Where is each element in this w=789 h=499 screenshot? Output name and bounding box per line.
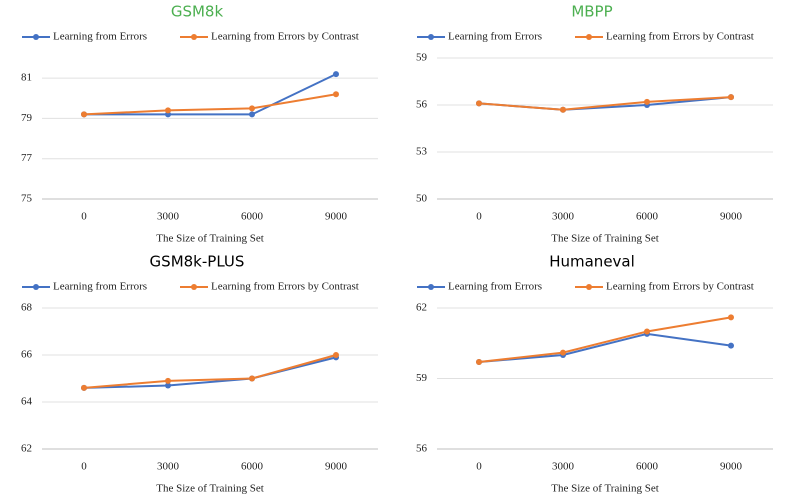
legend-marker [33,34,39,40]
point [165,107,171,114]
point [728,314,734,321]
chart-panel: GSM8k 75 77 79 81 0 3000 6000 9000 The Size of Tr… [21,3,378,245]
y-tick-label: 79 [21,112,33,124]
y-tick-label: 66 [21,349,33,361]
point [165,377,171,384]
legend-label: Learning from Errors [448,281,542,293]
point [644,328,650,335]
series-line [84,73,337,116]
legend-item: Learning from Errors [22,31,147,43]
legend-label: Learning from Errors [448,31,542,43]
y-tick-label: 50 [416,193,428,205]
legend-item: Learning from Errors by Contrast [575,281,754,293]
x-tick-label: 6000 [636,211,659,223]
x-tick-label: 0 [476,461,482,473]
y-tick-label: 56 [416,99,428,111]
chart-title: GSM8k-PLUS [150,253,245,271]
x-tick-label: 0 [81,461,87,473]
y-tick-label: 77 [21,152,33,164]
point [249,375,255,382]
y-tick-label: 81 [21,72,32,84]
x-axis-title: The Size of Training Set [551,233,659,245]
x-axis-title: The Size of Training Set [156,233,264,245]
legend-label: Learning from Errors by Contrast [211,281,359,293]
legend-marker [586,34,592,40]
legend-label: Learning from Errors [53,31,147,43]
x-tick-label: 0 [476,211,482,223]
series-line [478,96,732,111]
x-axis-title: The Size of Training Set [551,483,659,495]
legend-marker [191,34,197,40]
legend-label: Learning from Errors by Contrast [606,31,754,43]
chart-title: MBPP [571,3,612,21]
y-tick-label: 62 [416,302,427,314]
legend-item: Learning from Errors [417,31,542,43]
x-tick-label: 9000 [720,461,743,473]
chart-title: GSM8k [171,3,224,21]
legend-item: Learning from Errors [22,281,147,293]
series-line [83,356,337,389]
x-tick-label: 3000 [552,211,575,223]
x-tick-label: 3000 [157,211,180,223]
point [81,111,87,118]
point [333,71,339,78]
point [560,106,566,113]
point [81,384,87,391]
chart-panel: GSM8k-PLUS 62 64 66 68 0 3000 6000 9000 The Size … [21,253,378,495]
point [333,91,339,98]
y-tick-label: 64 [21,396,33,408]
legend-item: Learning from Errors by Contrast [180,31,359,43]
point [249,111,255,118]
point [476,100,482,107]
chart-title: Humaneval [549,253,635,271]
point [165,382,171,389]
legend-marker [428,34,434,40]
x-tick-label: 3000 [552,461,575,473]
legend-label: Learning from Errors by Contrast [606,281,754,293]
point [644,98,650,105]
legend-marker [428,284,434,290]
legend-marker [33,284,39,290]
legend-item: Learning from Errors by Contrast [180,281,359,293]
point [476,359,482,366]
series-line [478,316,732,364]
chart-panel: MBPP 50 53 56 59 0 3000 6000 9000 The Size of Tra… [416,3,773,245]
legend-label: Learning from Errors [53,281,147,293]
legend-item: Learning from Errors [417,281,542,293]
series-line [478,332,732,364]
legend-item: Learning from Errors by Contrast [575,31,754,43]
y-tick-label: 62 [21,443,32,455]
x-tick-label: 9000 [325,461,348,473]
x-axis-title: The Size of Training Set [156,483,264,495]
y-tick-label: 68 [21,302,33,314]
x-tick-label: 0 [81,211,87,223]
point [249,105,255,112]
legend-label: Learning from Errors by Contrast [211,31,359,43]
y-tick-label: 75 [21,193,33,205]
y-tick-label: 56 [416,443,428,455]
series-line [83,354,337,389]
legend-marker [191,284,197,290]
series-line [83,93,337,116]
y-tick-label: 59 [416,52,428,64]
x-tick-label: 9000 [325,211,348,223]
x-tick-label: 3000 [157,461,180,473]
y-tick-label: 53 [416,146,428,158]
point [333,352,339,358]
point [560,349,566,356]
point [728,342,734,349]
x-tick-label: 6000 [241,211,264,223]
x-tick-label: 6000 [241,461,264,473]
point [728,94,734,101]
chart-panel: Humaneval 56 59 62 0 3000 6000 9000 The Size of … [416,253,773,495]
legend-marker [586,284,592,290]
x-tick-label: 9000 [720,211,743,223]
y-tick-label: 59 [416,372,428,384]
x-tick-label: 6000 [636,461,659,473]
